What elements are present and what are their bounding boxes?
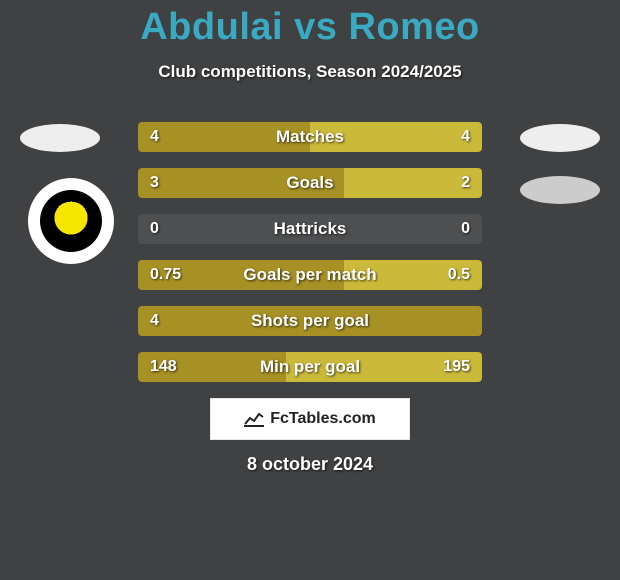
date-text: 8 october 2024: [0, 454, 620, 475]
vs-text: vs: [294, 6, 337, 48]
stat-bar-label: Goals per match: [138, 260, 482, 290]
stat-bar: Shots per goal4: [138, 306, 482, 336]
stat-bar-value-right: 2: [461, 168, 470, 198]
player1-club-badge: [28, 178, 114, 264]
player2-placeholder-oval: [520, 124, 600, 152]
stat-bar: Goals per match0.75 0.5: [138, 260, 482, 290]
stat-bar-value-left: 3: [150, 168, 159, 198]
stat-bar-value-left: 0: [150, 214, 159, 244]
source-box[interactable]: FcTables.com: [210, 398, 410, 440]
stat-bar: Goals3 2: [138, 168, 482, 198]
page-title: Abdulai vs Romeo: [0, 6, 620, 49]
player2-club-placeholder-oval: [520, 176, 600, 204]
stat-bar: Matches4 4: [138, 122, 482, 152]
stat-bar-label: Goals: [138, 168, 482, 198]
player2-name: Romeo: [348, 6, 479, 48]
stat-bar-value-left: 4: [150, 122, 159, 152]
stat-bar-label: Shots per goal: [138, 306, 482, 336]
stat-bar-label: Hattricks: [138, 214, 482, 244]
stat-bar-value-left: 0.75: [150, 260, 181, 290]
stat-bar-value-right: 0.5: [448, 260, 470, 290]
stat-bars: Matches44Goals32Hattricks00Goals per mat…: [138, 122, 482, 398]
stat-bar-value-left: 4: [150, 306, 159, 336]
stat-bar-label: Min per goal: [138, 352, 482, 382]
stat-bar-value-right: 0: [461, 214, 470, 244]
stat-bar-value-right: 4: [461, 122, 470, 152]
source-text: FcTables.com: [270, 410, 376, 428]
stat-bar-value-left: 148: [150, 352, 177, 382]
stat-bar-label: Matches: [138, 122, 482, 152]
stat-bar: Min per goal148 195: [138, 352, 482, 382]
stat-bar-value-right: 195: [443, 352, 470, 382]
player1-placeholder-oval: [20, 124, 100, 152]
comparison-card: Abdulai vs Romeo Club competitions, Seas…: [0, 0, 620, 580]
player1-name: Abdulai: [140, 6, 283, 48]
elfsborg-crest-icon: [40, 190, 102, 252]
subtitle: Club competitions, Season 2024/2025: [0, 62, 620, 82]
fctables-logo-icon: [244, 411, 264, 427]
stat-bar: Hattricks0 0: [138, 214, 482, 244]
